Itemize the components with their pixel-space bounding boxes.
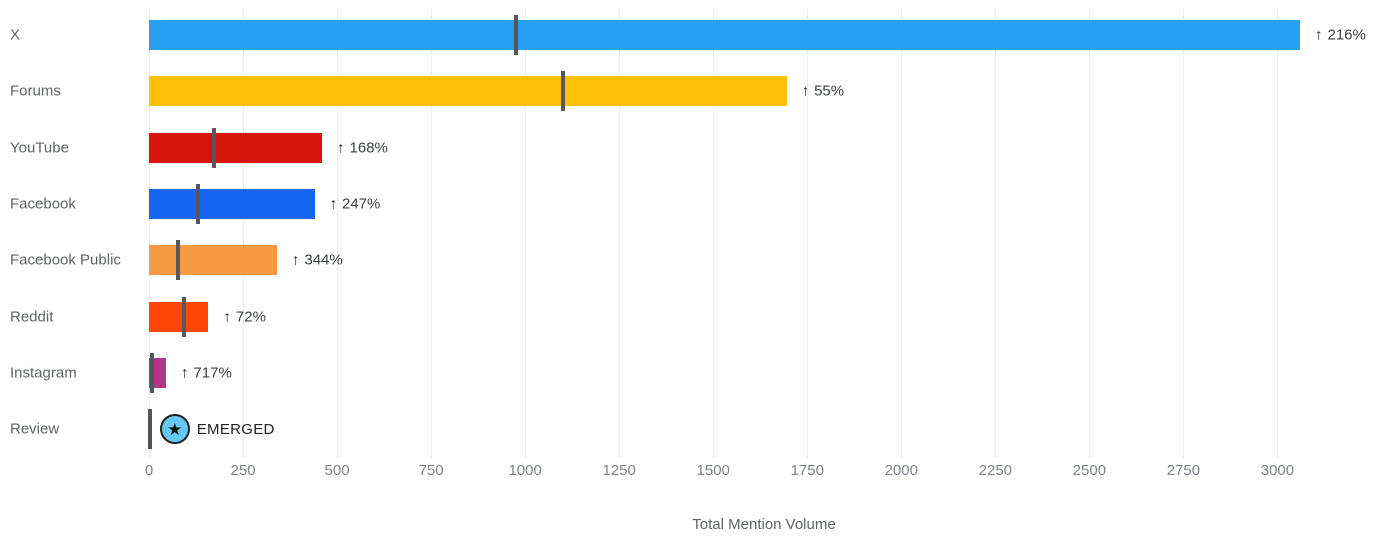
benchmark-tick-forums[interactable]	[560, 71, 565, 112]
benchmark-tick-reddit[interactable]	[181, 296, 186, 337]
bar-facebook-public[interactable]	[149, 245, 277, 276]
category-label-reddit: Reddit	[10, 308, 54, 325]
bar-facebook[interactable]	[149, 188, 315, 219]
category-label-facebook-public: Facebook Public	[10, 251, 121, 269]
change-label-facebook-public: ↑ 344%	[292, 252, 343, 269]
gridline-500	[337, 8, 339, 457]
x-tick-label: 250	[230, 462, 256, 479]
x-tick-label: 1250	[602, 462, 636, 479]
gridline-250	[243, 8, 245, 457]
change-label-forums: ↑ 55%	[802, 83, 845, 100]
change-label-x: ↑ 216%	[1315, 27, 1366, 44]
change-percent: 717%	[193, 364, 232, 382]
change-percent: 55%	[814, 82, 845, 100]
up-arrow-icon: ↑	[1315, 26, 1323, 44]
change-label-youtube: ↑ 168%	[337, 139, 388, 156]
emerged-label: EMERGED	[196, 420, 275, 438]
benchmark-tick-x[interactable]	[513, 15, 518, 55]
up-arrow-icon: ↑	[223, 308, 231, 325]
up-arrow-icon: ↑	[180, 364, 189, 382]
x-tick-label: 3000	[1260, 462, 1295, 479]
gridline-1250	[619, 8, 621, 457]
change-label-instagram: ↑ 717%	[181, 364, 232, 381]
x-tick-label: 0	[144, 462, 154, 479]
category-label-facebook: Facebook	[10, 195, 76, 213]
category-label-youtube: YouTube	[10, 139, 69, 157]
x-tick-label: 500	[324, 462, 350, 479]
bar-reddit[interactable]	[149, 301, 209, 332]
benchmark-tick-youtube[interactable]	[212, 127, 217, 168]
gridline-2750	[1183, 8, 1185, 457]
gridline-0	[149, 8, 150, 457]
star-icon: ★	[159, 414, 190, 445]
x-axis: 0 250 500 750 1000 1250 1500 1750 2000 2250 2500 27…	[145, 462, 1379, 484]
up-arrow-icon: ↑	[337, 139, 345, 157]
up-arrow-icon: ↑	[329, 195, 338, 213]
category-label-x: X	[10, 26, 21, 44]
x-tick-label: 2500	[1072, 462, 1107, 479]
change-label-reddit: ↑ 72%	[223, 308, 266, 325]
change-percent: 344%	[304, 251, 343, 269]
gridline-3000	[1277, 8, 1279, 457]
up-arrow-icon: ↑	[801, 82, 810, 100]
change-percent: 216%	[1327, 26, 1366, 44]
x-tick-label: 2250	[978, 462, 1013, 479]
plot-area: ↑ 216% ↑ 55% ↑ 168% ↑ 247% ↑ 344% ↑ 72% ↑ 717% ★ EMERGE…	[147, 0, 1379, 457]
x-tick-label: 750	[418, 462, 444, 479]
category-label-forums: Forums	[10, 82, 61, 100]
x-tick-label: 2000	[884, 462, 918, 479]
benchmark-tick-facebook-public[interactable]	[176, 240, 181, 281]
gridline-2250	[995, 8, 997, 457]
gridline-1000	[525, 8, 527, 457]
gridline-2000	[901, 8, 903, 457]
gridline-1500	[713, 8, 715, 457]
emerged-indicator: ★ EMERGED	[159, 414, 275, 445]
change-percent: 247%	[342, 195, 381, 213]
change-label-facebook: ↑ 247%	[330, 195, 381, 212]
x-tick-label: 1000	[508, 462, 542, 479]
up-arrow-icon: ↑	[291, 251, 300, 269]
benchmark-tick-instagram[interactable]	[149, 352, 154, 393]
bar-forums[interactable]	[149, 76, 787, 107]
x-axis-title: Total Mention Volume	[692, 516, 836, 533]
gridline-750	[431, 8, 433, 457]
x-tick-label: 2750	[1166, 462, 1201, 479]
category-label-instagram: Instagram	[10, 364, 77, 382]
bar-x[interactable]	[149, 20, 1300, 50]
change-percent: 168%	[349, 139, 388, 157]
benchmark-tick-facebook[interactable]	[195, 183, 200, 224]
bar-youtube[interactable]	[149, 132, 323, 163]
gridline-2500	[1089, 8, 1091, 457]
x-tick-label: 1750	[790, 462, 824, 479]
change-percent: 72%	[235, 308, 266, 325]
x-tick-label: 1500	[696, 462, 730, 479]
gridline-1750	[807, 8, 809, 457]
category-label-review: Review	[10, 420, 60, 438]
benchmark-tick-review[interactable]	[147, 409, 152, 450]
